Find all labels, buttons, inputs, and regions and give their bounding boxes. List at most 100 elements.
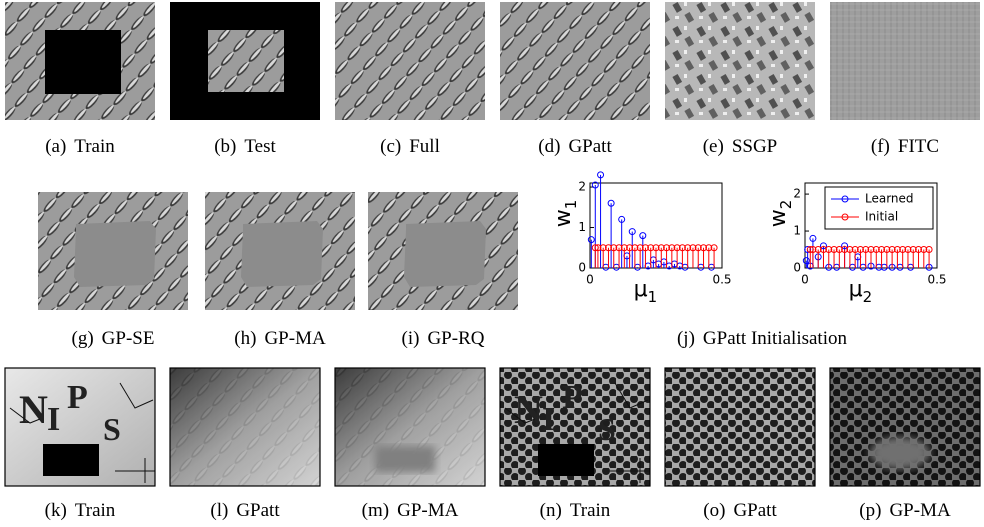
text-part: 1 [648, 288, 658, 306]
y-tick-label: 2 [793, 187, 801, 201]
text-part: (k) [45, 500, 67, 521]
text-part: (e) [703, 136, 724, 157]
panel-caption: (g) GP-SE [72, 328, 155, 349]
text-part: (o) [703, 500, 725, 521]
image-letter: P [562, 379, 583, 416]
text-part: (h) [234, 328, 256, 349]
fill-region [375, 446, 435, 472]
panel-image: NIPS [500, 368, 650, 486]
mask [45, 30, 121, 94]
panel-caption: (k) Train [45, 500, 116, 521]
image-region [665, 368, 815, 486]
panel-caption: (l) GPatt [210, 500, 280, 521]
text-part: (a) [45, 136, 66, 157]
panel-caption: (e) SSGP [703, 136, 778, 157]
text-part: μ [634, 277, 648, 302]
text-part: Test [244, 136, 276, 157]
text-part: w [551, 209, 576, 227]
x-tick-label: 0 [801, 273, 809, 287]
panel-caption: (a) Train [45, 136, 115, 157]
text-part: (i) [402, 328, 420, 349]
image-letter: P [67, 379, 88, 416]
text-part: GP-MA [397, 500, 459, 521]
text-part: GPatt Initialisation [703, 328, 848, 349]
text-part: GP-RQ [427, 328, 484, 349]
text-part: GP-MA [264, 328, 326, 349]
image-letter: N [19, 387, 48, 432]
panel-caption: (f) FITC [871, 136, 939, 157]
panel-image [335, 368, 485, 486]
fill-region [241, 221, 323, 287]
mask [43, 444, 99, 476]
text-part: Train [75, 500, 116, 521]
image-letter: S [103, 411, 121, 447]
panel-image [830, 2, 980, 120]
panel-image [500, 2, 650, 120]
panel-caption: (d) GPatt [538, 136, 612, 157]
text-part: (d) [538, 136, 560, 157]
text-part: GP-SE [102, 328, 155, 349]
y-axis-label: w1 [551, 200, 580, 228]
panel-caption: (c) Full [380, 136, 440, 157]
text-part: Train [74, 136, 115, 157]
panel-image [368, 192, 518, 310]
y-tick-label: 2 [578, 180, 586, 194]
panel-image [830, 368, 980, 486]
text-part: SSGP [732, 136, 777, 157]
test-region [208, 30, 284, 92]
panel-image: NIPS [5, 368, 155, 486]
x-tick-label: 0 [586, 273, 594, 287]
x-axis-label: μ1 [634, 277, 658, 306]
image-region [500, 2, 650, 120]
image-region [665, 2, 815, 120]
text-part: (l) [210, 500, 228, 521]
text-part: w [766, 209, 791, 227]
text-part: (n) [540, 500, 562, 521]
text-part: GPatt [733, 500, 777, 521]
panel-image [170, 368, 320, 486]
panel-image [170, 2, 320, 120]
panel-caption: (j) GPatt Initialisation [677, 328, 848, 349]
panel-image [335, 2, 485, 120]
panel-caption: (h) GP-MA [234, 328, 326, 349]
text-part: (f) [871, 136, 890, 157]
image-letter: N [514, 387, 543, 432]
panel-caption: (b) Test [214, 136, 276, 157]
text-part: (g) [72, 328, 94, 349]
text-part: μ [849, 277, 863, 302]
image-letter: I [47, 401, 60, 438]
panel-image [205, 192, 355, 310]
panel-caption: (m)GP-MA [362, 500, 459, 521]
y-axis-label: w2 [766, 200, 795, 228]
figure: (a) Train (b) Test (c) Full (d) GPatt (e) SSGP (f)… [0, 0, 984, 527]
legend-label: Learned [865, 192, 914, 206]
fill-region [870, 437, 930, 469]
panel-caption: (n) Train [540, 500, 611, 521]
text-part: Train [570, 500, 611, 521]
y-tick-label: 1 [793, 224, 801, 238]
x-tick-label: 0.5 [927, 273, 946, 287]
text-part: FITC [898, 136, 939, 157]
panel-image [665, 2, 815, 120]
text-part: GPatt [236, 500, 280, 521]
panel-caption: (p)GP-MA [859, 500, 951, 521]
text-part: (c) [380, 136, 401, 157]
image-region [830, 2, 980, 120]
text-part: GPatt [568, 136, 612, 157]
image-region [170, 368, 320, 486]
panel-image [665, 368, 815, 486]
text-part: (b) [214, 136, 236, 157]
y-tick-label: 0 [578, 261, 586, 275]
text-part: GP-MA [889, 500, 951, 521]
panel-caption: (o) GPatt [703, 500, 777, 521]
legend-label: Initial [865, 210, 898, 224]
text-part: 2 [777, 200, 795, 210]
text-part: 2 [863, 288, 873, 306]
panel-image [5, 2, 155, 120]
text-part: 1 [562, 200, 580, 210]
fill-region [404, 221, 486, 287]
text-part: Full [409, 136, 440, 157]
panel-caption: (i) GP-RQ [402, 328, 485, 349]
text-part: (j) [677, 328, 695, 349]
fill-region [74, 221, 156, 287]
